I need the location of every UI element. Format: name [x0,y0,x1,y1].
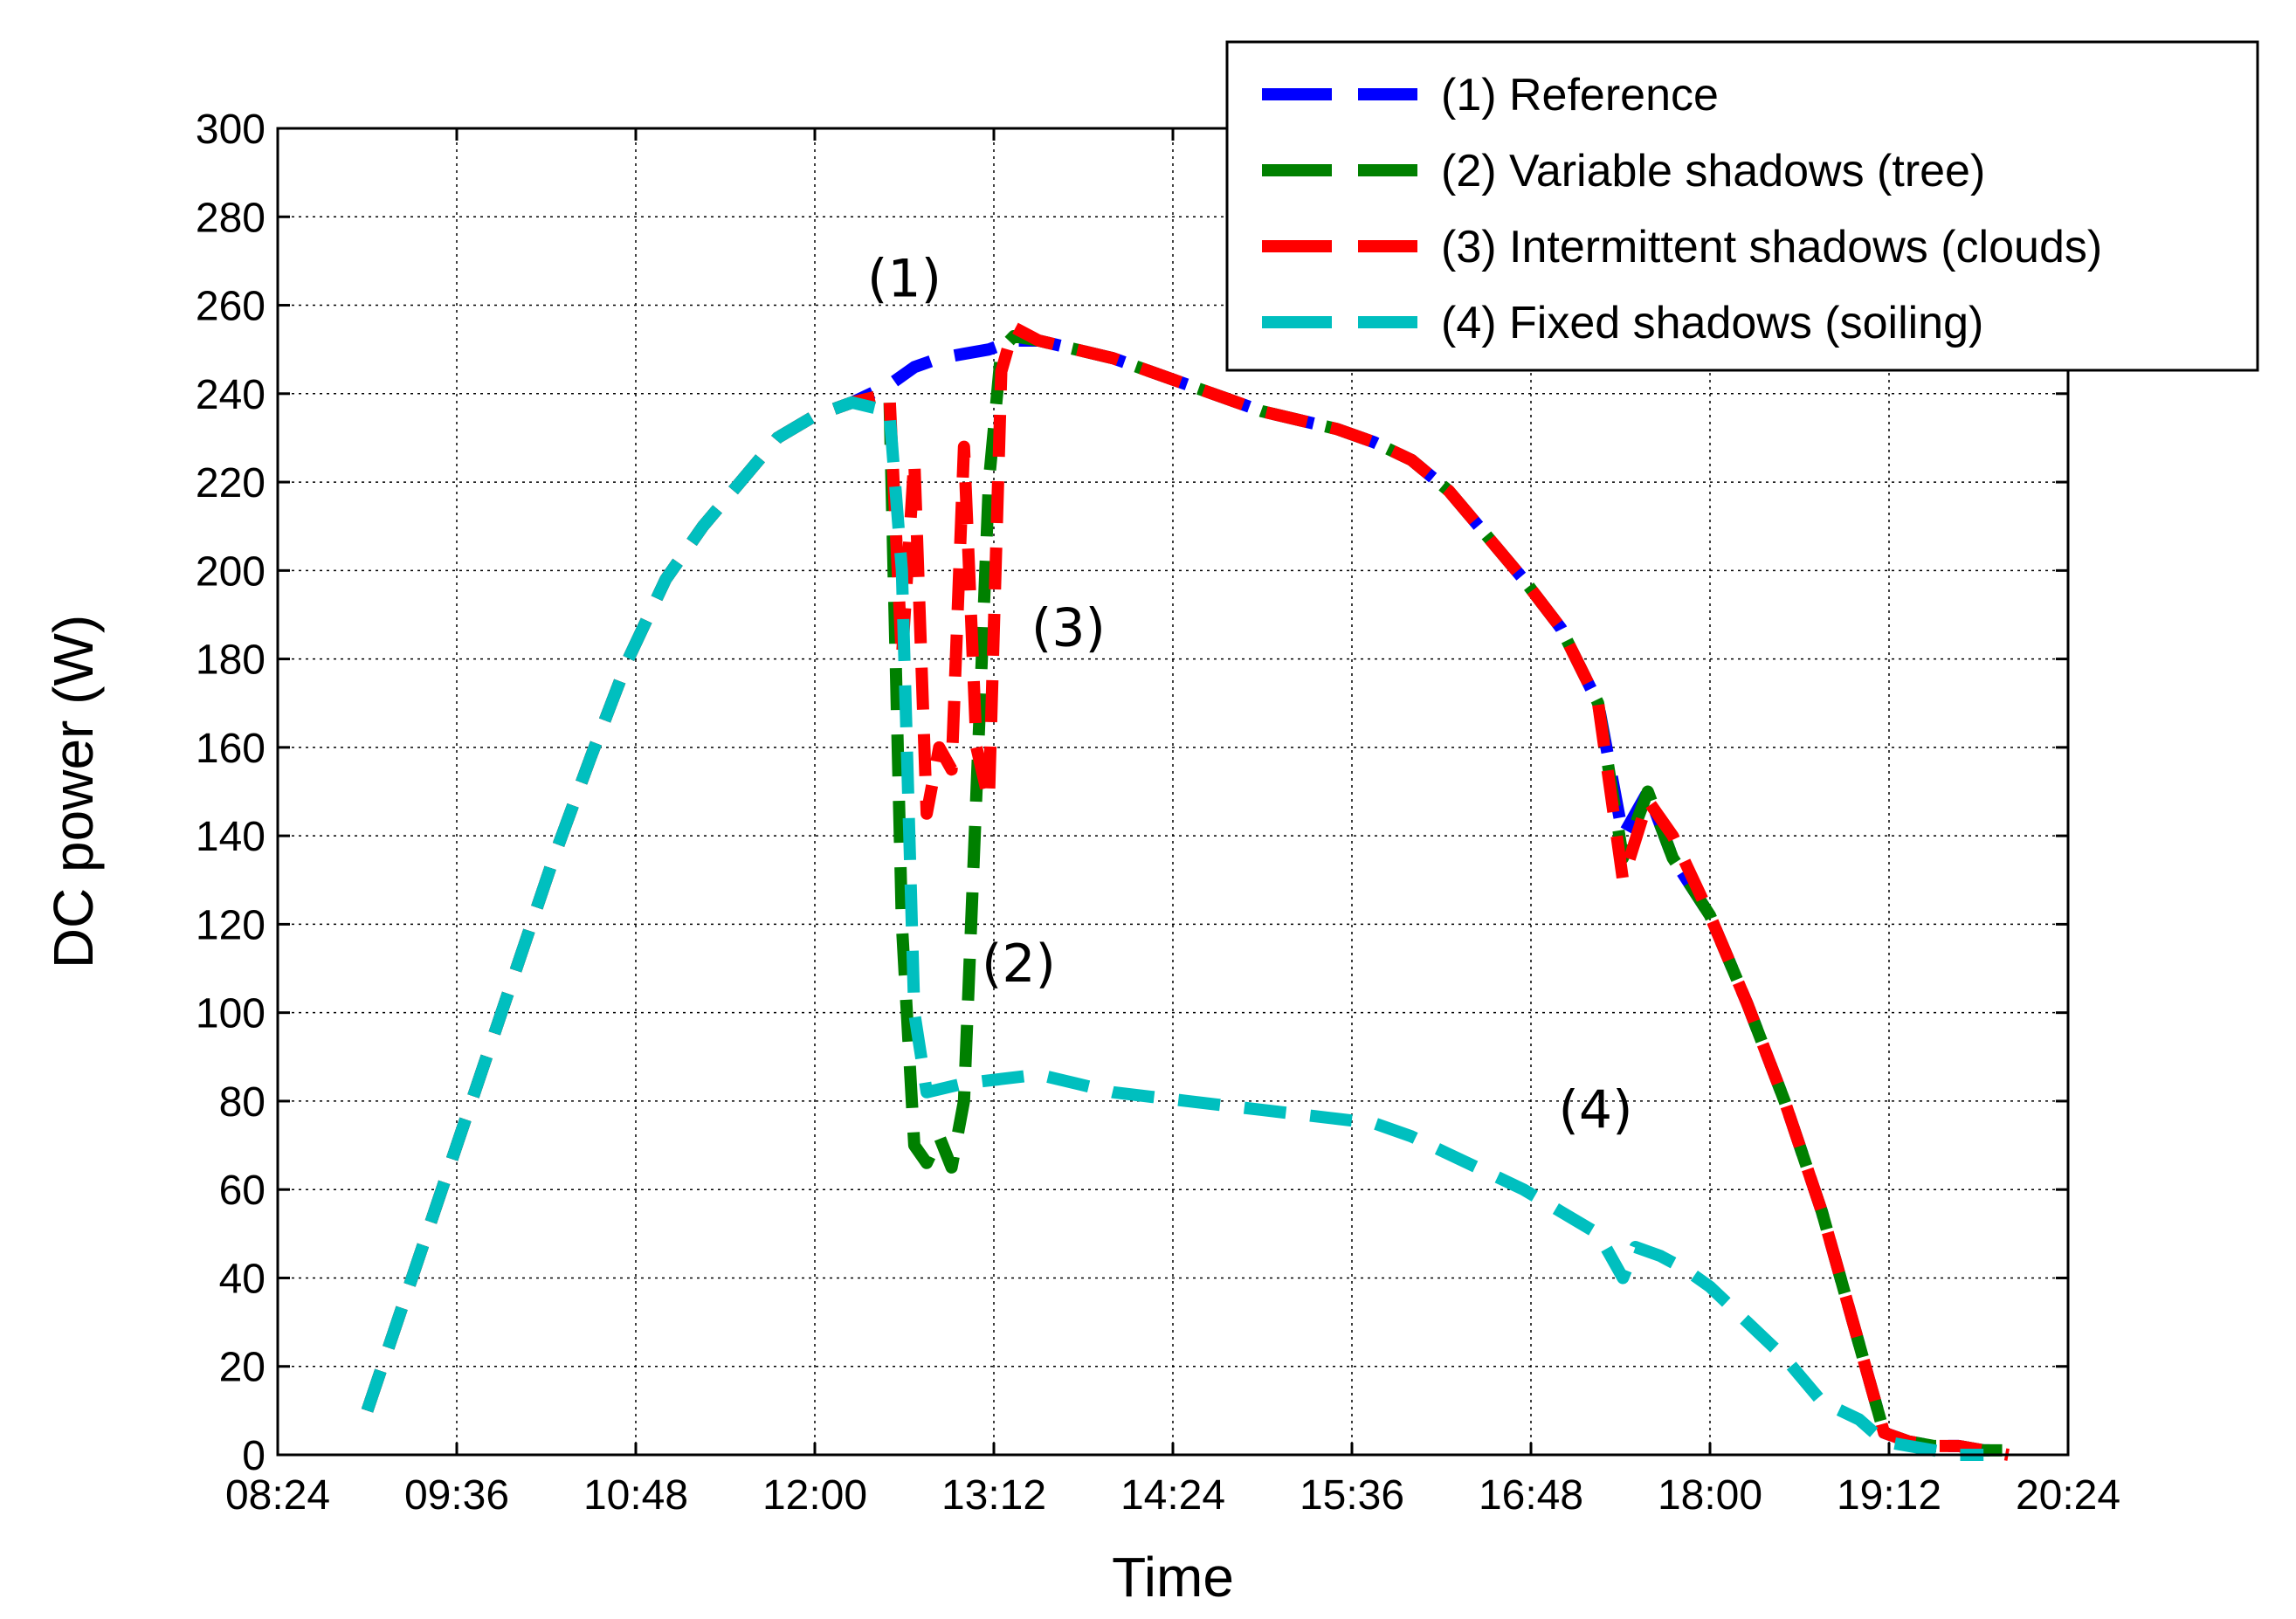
x-tick-label: 09:36 [404,1472,509,1519]
x-tick-label: 10:48 [583,1472,688,1519]
y-tick-label: 220 [196,460,265,506]
y-tick-label: 200 [196,548,265,595]
y-tick-label: 120 [196,902,265,948]
x-tick-label: 08:24 [225,1472,330,1519]
legend-label-3: (3) Intermittent shadows (clouds) [1441,222,2102,272]
y-tick-label: 40 [219,1256,265,1302]
y-tick-label: 0 [242,1433,265,1479]
y-axis-title: DC power (W) [42,615,105,968]
annotation-label: (3) [1031,597,1106,658]
y-tick-label: 140 [196,814,265,860]
x-axis-title: Time [1112,1546,1234,1609]
x-tick-label: 20:24 [2016,1472,2120,1519]
series-line-4 [361,396,1984,1461]
legend-label-1: (1) Reference [1441,70,1719,121]
legend-items: (1) Reference (2) Variable shadows (tree)… [1262,70,2102,348]
y-tick-label: 20 [219,1345,265,1391]
x-tick-label: 13:12 [941,1472,1046,1519]
legend: (1) Reference (2) Variable shadows (tree)… [1225,40,2259,372]
annotation-label: (1) [867,248,941,309]
x-tick-label: 15:36 [1300,1472,1404,1519]
y-tick-label: 160 [196,726,265,772]
x-tick-label: 14:24 [1120,1472,1225,1519]
annotation-label: (2) [982,934,1056,995]
x-tick-label: 12:00 [762,1472,867,1519]
y-tick-label: 60 [219,1168,265,1214]
annotation-label: (4) [1559,1079,1633,1140]
y-tick-label: 180 [196,637,265,684]
legend-label-2: (2) Variable shadows (tree) [1441,146,1985,196]
annotations: (1) (3) (2) (4) [867,248,1633,1140]
series-layer [361,320,2010,1461]
legend-label-4: (4) Fixed shadows (soiling) [1441,298,1983,348]
y-tick-label: 100 [196,991,265,1037]
y-tick-label: 80 [219,1079,265,1126]
x-tick-label: 18:00 [1658,1472,1762,1519]
x-tick-label: 19:12 [1837,1472,1941,1519]
y-tick-label: 300 [196,107,265,153]
x-tick-label: 16:48 [1479,1472,1583,1519]
y-tick-label: 280 [196,195,265,241]
y-tick-label: 260 [196,284,265,330]
grid-lines [277,127,2069,1456]
y-tick-label: 240 [196,372,265,418]
